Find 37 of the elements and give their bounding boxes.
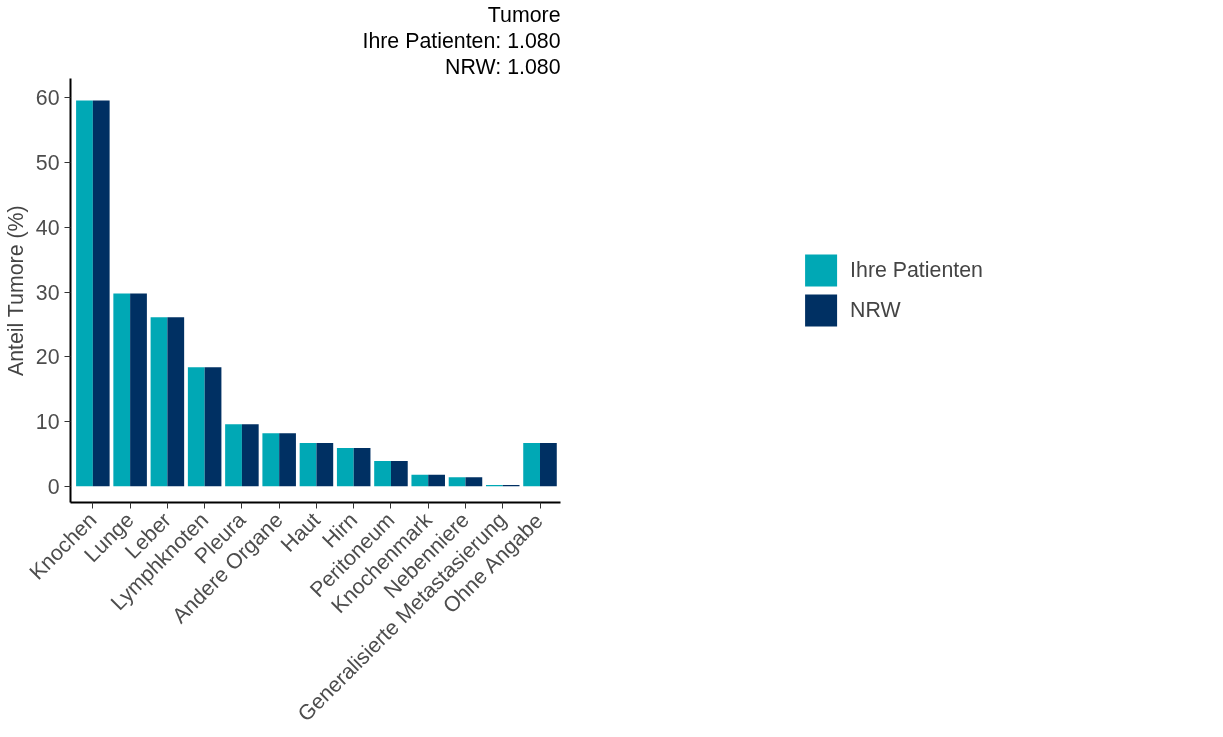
bar <box>540 442 557 487</box>
legend-label: Ihre Patienten <box>850 257 983 283</box>
bar <box>465 477 483 487</box>
y-tick-label: 50 <box>35 151 60 176</box>
bar <box>204 367 222 487</box>
bar <box>262 433 280 487</box>
bar <box>113 293 131 487</box>
y-tick-label: 60 <box>35 86 60 111</box>
bar <box>374 461 391 487</box>
bar <box>187 367 205 487</box>
bar <box>167 317 185 487</box>
bar <box>390 461 408 487</box>
bar <box>428 474 445 487</box>
text: Ihre Patienten: 1.080 <box>362 28 561 53</box>
bar <box>316 442 334 487</box>
bar <box>299 442 317 487</box>
bar <box>336 448 354 487</box>
bar <box>353 448 371 487</box>
y-tick-label: 20 <box>35 345 60 370</box>
y-tick-label: 40 <box>35 215 60 240</box>
bar <box>225 424 242 487</box>
y-tick-label: 0 <box>47 474 60 499</box>
y-axis-title: Anteil Tumore (%) <box>3 205 28 377</box>
bar <box>411 474 429 487</box>
bar <box>130 293 147 487</box>
bar <box>76 100 93 487</box>
bar <box>448 477 466 487</box>
y-tick-label: 10 <box>35 410 60 435</box>
bar <box>279 433 296 487</box>
y-tick-label: 30 <box>35 280 60 305</box>
bar <box>92 100 110 487</box>
legend-label: NRW <box>850 297 901 323</box>
bar <box>150 317 168 487</box>
text: NRW: 1.080 <box>445 54 561 79</box>
chart-title: Tumore <box>487 2 561 27</box>
bar <box>523 442 541 487</box>
bar <box>241 424 259 487</box>
